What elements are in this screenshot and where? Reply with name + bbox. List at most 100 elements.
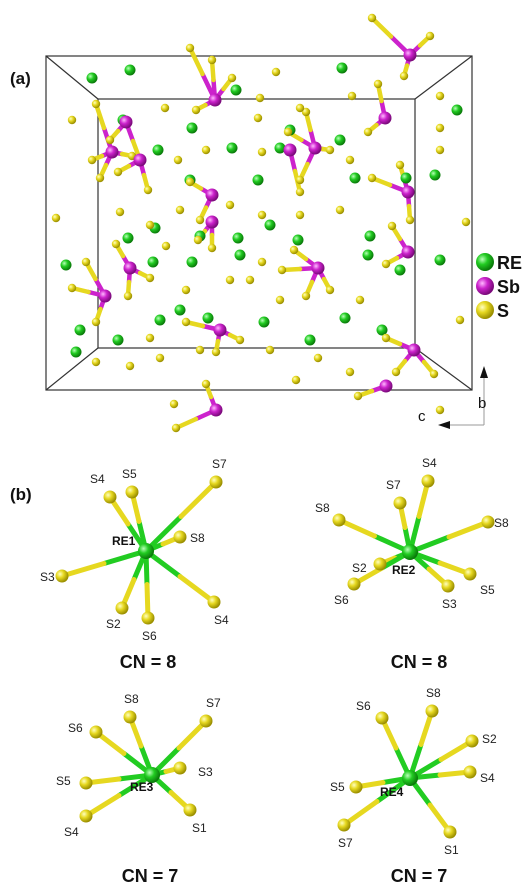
s-atom: [313, 353, 323, 363]
s-atom: [225, 200, 235, 210]
ligand-label: S4: [90, 472, 105, 486]
s-atom: [81, 257, 91, 267]
ligand-label: S6: [142, 629, 157, 643]
center-atom-label: RE3: [130, 780, 154, 794]
sulfur-ligand-atom: [199, 714, 213, 728]
ligand-label: S8: [426, 686, 441, 700]
s-atom: [123, 291, 133, 301]
re-atom: [429, 169, 441, 181]
re-atom: [186, 256, 198, 268]
s-atom: [125, 361, 135, 371]
ligand-label: S1: [444, 843, 459, 857]
panel-a: (a) RE Sb S b c: [10, 13, 522, 433]
sulfur-ligand-atom: [115, 601, 129, 615]
re-atom: [234, 249, 246, 261]
s-atom: [399, 71, 409, 81]
re3-cn-label: CN = 7: [122, 866, 179, 886]
re1-cn-label: CN = 8: [120, 652, 177, 672]
sb-atom: [378, 111, 392, 125]
sulfur-ligand-atom: [375, 711, 389, 725]
legend-sb-label: Sb: [497, 277, 520, 297]
sulfur-ligand-atom: [349, 780, 363, 794]
s-atom: [145, 220, 155, 230]
sb-atom: [98, 289, 112, 303]
re-atom: [154, 314, 166, 326]
re-atom: [230, 84, 242, 96]
s-atom: [257, 257, 267, 267]
s-atom: [113, 167, 123, 177]
sb-atom: [205, 215, 219, 229]
ligand-label: S7: [338, 836, 353, 850]
s-atom: [435, 145, 445, 155]
sb-atom: [401, 185, 415, 199]
re-atom: [394, 264, 406, 276]
re2-polyhedron: S4 S7 S8 S8 S2 S6 S3 S5 RE2: [315, 456, 509, 611]
s-atom: [245, 275, 255, 285]
s-atom: [87, 155, 97, 165]
re-atom: [252, 174, 264, 186]
s-atom: [353, 391, 363, 401]
sulfur-ligand-atom: [337, 818, 351, 832]
s-atom: [51, 213, 61, 223]
s-atom: [105, 135, 115, 145]
ligand-label: S3: [442, 597, 457, 611]
sb-atom: [105, 145, 119, 159]
sulfur-ligand-atom: [141, 611, 155, 625]
sulfur-ligand-atom: [443, 825, 457, 839]
re-atom: [147, 256, 159, 268]
re-atom: [70, 346, 82, 358]
b-axis-label: b: [478, 395, 486, 412]
ligand-label: S4: [214, 613, 229, 627]
sb-atom: [119, 115, 133, 129]
sulfur-ligand-atom: [123, 710, 137, 724]
ligand-label: S3: [40, 570, 55, 584]
s-atom: [391, 367, 401, 377]
s-atom: [345, 155, 355, 165]
sb-atom: [308, 141, 322, 155]
sb-atom: [283, 143, 297, 157]
s-atom: [201, 379, 211, 389]
s-atom: [145, 333, 155, 343]
ligand-label: S8: [124, 692, 139, 706]
sulfur-ligand-atom: [425, 704, 439, 718]
re-atom: [339, 312, 351, 324]
sb-atom: [407, 343, 421, 357]
s-atom: [169, 399, 179, 409]
re-atom: [451, 104, 463, 116]
s-atom: [211, 347, 221, 357]
s-atom: [225, 275, 235, 285]
s-atom: [291, 375, 301, 385]
sb-atom: [213, 323, 227, 337]
sulfur-ligand-atom: [89, 725, 103, 739]
s-atom: [185, 43, 195, 53]
ligand-label: S2: [352, 561, 367, 575]
legend-s-label: S: [497, 301, 509, 321]
s-atom: [387, 221, 397, 231]
ligand-label: S6: [68, 721, 83, 735]
re2-cn-label: CN = 8: [391, 652, 448, 672]
sb-atom: [209, 403, 223, 417]
sulfur-ligand-atom: [173, 761, 187, 775]
sulfur-ligand-atom: [207, 595, 221, 609]
s-atom: [195, 345, 205, 355]
ligand-label: S4: [422, 456, 437, 470]
sulfur-ligand-atom: [463, 765, 477, 779]
s-atom: [181, 317, 191, 327]
panel-b: (b) S4 S5 S7 S8 S3 S2 S6 S4 RE1 S4 S7 S8 S8 S2 S6 S3 S5 R…: [10, 456, 509, 886]
sb-atom: [311, 261, 325, 275]
s-atom: [295, 187, 305, 197]
s-atom: [355, 295, 365, 305]
ligand-label: S8: [315, 501, 330, 515]
ligand-label: S5: [330, 780, 345, 794]
s-atom: [381, 333, 391, 343]
s-atom: [395, 160, 405, 170]
sulfur-ligand-atom: [481, 515, 495, 529]
re-atom: [60, 259, 72, 271]
crystal-structure: [51, 13, 471, 433]
s-atom: [295, 103, 305, 113]
ligand-label: S7: [206, 696, 221, 710]
re-atom: [112, 334, 124, 346]
s-atom: [67, 115, 77, 125]
s-atom: [373, 79, 383, 89]
center-atom-label: RE4: [380, 785, 404, 799]
